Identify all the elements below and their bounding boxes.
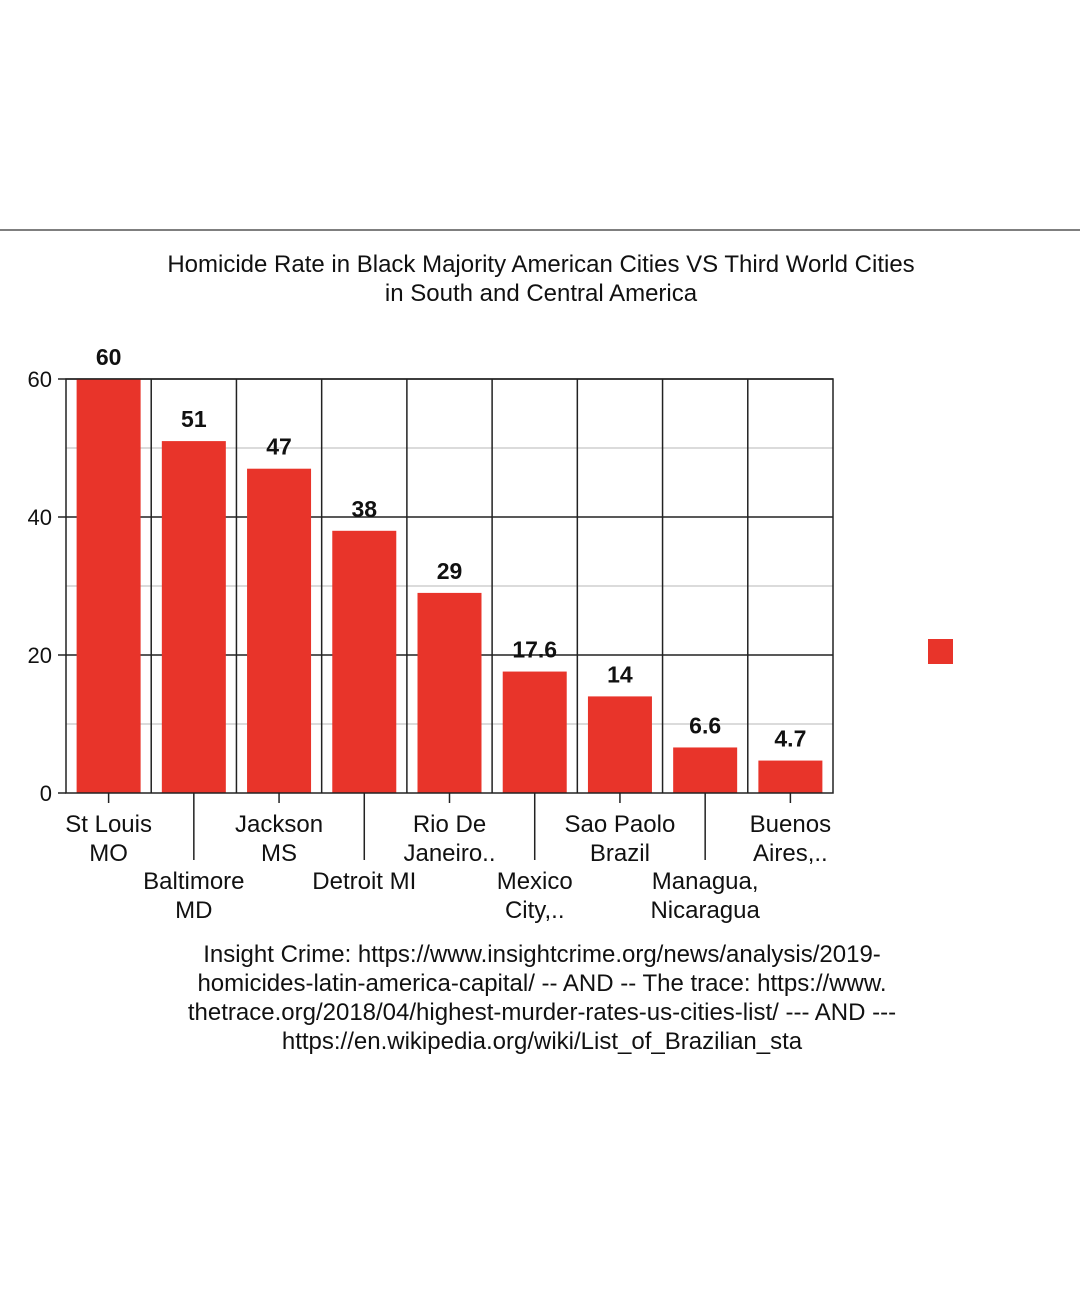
source-line-4: https://en.wikipedia.org/wiki/List_of_Br… (282, 1028, 803, 1055)
bar (502, 671, 567, 793)
data-label: 38 (351, 496, 377, 522)
y-tick-label: 20 (28, 643, 52, 668)
bar (247, 468, 312, 793)
x-tick-label: Sao Paolo (565, 811, 676, 838)
data-label: 4.7 (774, 726, 806, 752)
data-label: 29 (437, 558, 463, 584)
bar (587, 696, 652, 793)
x-tick-label: Detroit MI (312, 868, 416, 895)
x-tick-label: MD (175, 897, 212, 924)
data-label: 47 (266, 434, 292, 460)
bar (417, 592, 482, 793)
x-tick-label: Rio De (413, 811, 486, 838)
bar (161, 441, 226, 793)
bar (332, 530, 397, 793)
bar (76, 379, 141, 793)
x-tick-label: Aires,.. (753, 840, 828, 867)
data-label: 6.6 (689, 712, 721, 738)
data-label: 14 (607, 661, 633, 687)
y-tick-label: 60 (28, 367, 52, 392)
bar (673, 747, 738, 793)
x-tick-label: Nicaragua (650, 897, 760, 924)
legend-swatch (928, 639, 953, 664)
source-line-2: homicides-latin-america-capital/ -- AND … (197, 970, 886, 997)
x-tick-label: Brazil (590, 840, 650, 867)
data-label: 51 (181, 406, 207, 432)
x-tick-label: St Louis (65, 811, 152, 838)
chart-title-line-2: in South and Central America (385, 280, 698, 307)
x-tick-label: MS (261, 840, 297, 867)
x-tick-label: Mexico (497, 868, 573, 895)
x-tick-label: City,.. (505, 897, 565, 924)
data-label: 60 (96, 344, 122, 370)
chart-title-line-1: Homicide Rate in Black Majority American… (167, 251, 914, 278)
x-tick-label: MO (89, 840, 128, 867)
source-line-1: Insight Crime: https://www.insightcrime.… (203, 941, 881, 968)
x-tick-label: Jackson (235, 811, 323, 838)
data-label: 17.6 (512, 637, 557, 663)
bar (758, 760, 823, 793)
source-line-3: thetrace.org/2018/04/highest-murder-rate… (188, 999, 896, 1026)
x-tick-label: Janeiro.. (403, 840, 495, 867)
x-tick-label: Baltimore (143, 868, 244, 895)
x-tick-label: Managua, (652, 868, 759, 895)
y-tick-label: 40 (28, 505, 52, 530)
x-tick-label: Buenos (750, 811, 831, 838)
y-tick-label: 0 (40, 781, 52, 806)
